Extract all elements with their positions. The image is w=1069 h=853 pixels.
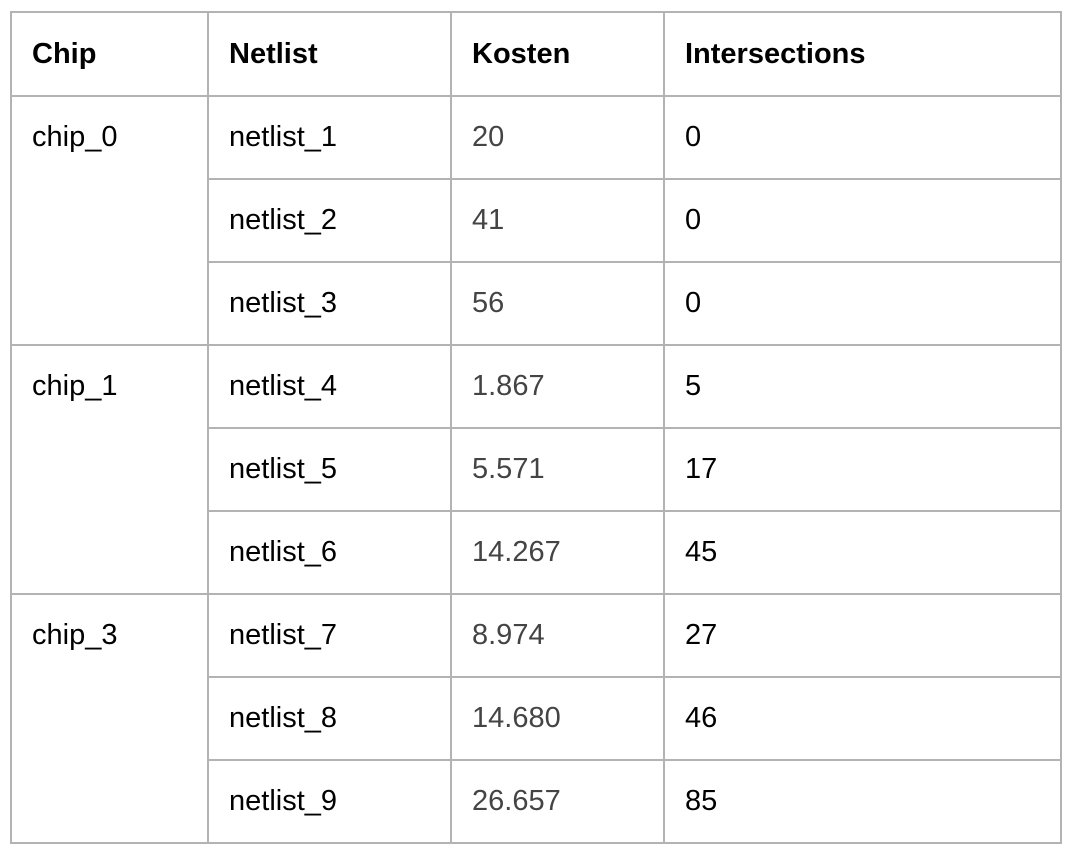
netlist-cell: netlist_3 <box>207 261 452 346</box>
chip-cell: chip_1 <box>10 344 209 595</box>
kosten-cell: 1.867 <box>450 344 665 429</box>
intersections-cell: 5 <box>663 344 1062 429</box>
intersections-cell: 46 <box>663 676 1062 761</box>
header-row: Chip Netlist Kosten Intersections <box>10 11 1062 97</box>
netlist-cell: netlist_6 <box>207 510 452 595</box>
intersections-cell: 27 <box>663 593 1062 678</box>
intersections-cell: 0 <box>663 178 1062 263</box>
intersections-cell: 45 <box>663 510 1062 595</box>
chip-cell: chip_0 <box>10 95 209 346</box>
table-row: netlist_6 14.267 45 <box>11 510 1062 595</box>
intersections-cell: 0 <box>663 95 1062 180</box>
table-row: netlist_5 5.571 17 <box>11 427 1062 512</box>
netlist-cell: netlist_9 <box>207 759 452 844</box>
kosten-cell: 20 <box>450 95 665 180</box>
header-kosten: Kosten <box>450 11 665 97</box>
header-intersections: Intersections <box>663 11 1062 97</box>
table-row: chip_1 netlist_4 1.867 5 <box>10 344 1062 595</box>
table-row: netlist_2 41 0 <box>11 178 1062 263</box>
kosten-cell: 5.571 <box>450 427 665 512</box>
netlist-cell: netlist_1 <box>207 95 452 180</box>
intersections-cell: 17 <box>663 427 1062 512</box>
netlist-cell: netlist_4 <box>207 344 452 429</box>
kosten-cell: 14.267 <box>450 510 665 595</box>
kosten-cell: 8.974 <box>450 593 665 678</box>
kosten-cell: 56 <box>450 261 665 346</box>
netlist-cell: netlist_7 <box>207 593 452 678</box>
table-row: chip_3 netlist_7 8.974 27 <box>10 593 1062 844</box>
header-netlist: Netlist <box>207 11 452 97</box>
kosten-cell: 26.657 <box>450 759 665 844</box>
table-row: netlist_3 56 0 <box>11 261 1062 346</box>
intersections-cell: 0 <box>663 261 1062 346</box>
kosten-cell: 14.680 <box>450 676 665 761</box>
table-row: chip_0 netlist_1 20 0 <box>10 95 1062 346</box>
table-row: netlist_8 14.680 46 <box>11 676 1062 761</box>
chip-cell: chip_3 <box>10 593 209 844</box>
netlist-cell: netlist_2 <box>207 178 452 263</box>
header-chip: Chip <box>10 11 209 97</box>
netlist-cell: netlist_5 <box>207 427 452 512</box>
table-row: netlist_9 26.657 85 <box>11 759 1062 844</box>
intersections-cell: 85 <box>663 759 1062 844</box>
kosten-cell: 41 <box>450 178 665 263</box>
netlist-cell: netlist_8 <box>207 676 452 761</box>
results-table: Chip Netlist Kosten Intersections chip_0… <box>10 11 1062 844</box>
